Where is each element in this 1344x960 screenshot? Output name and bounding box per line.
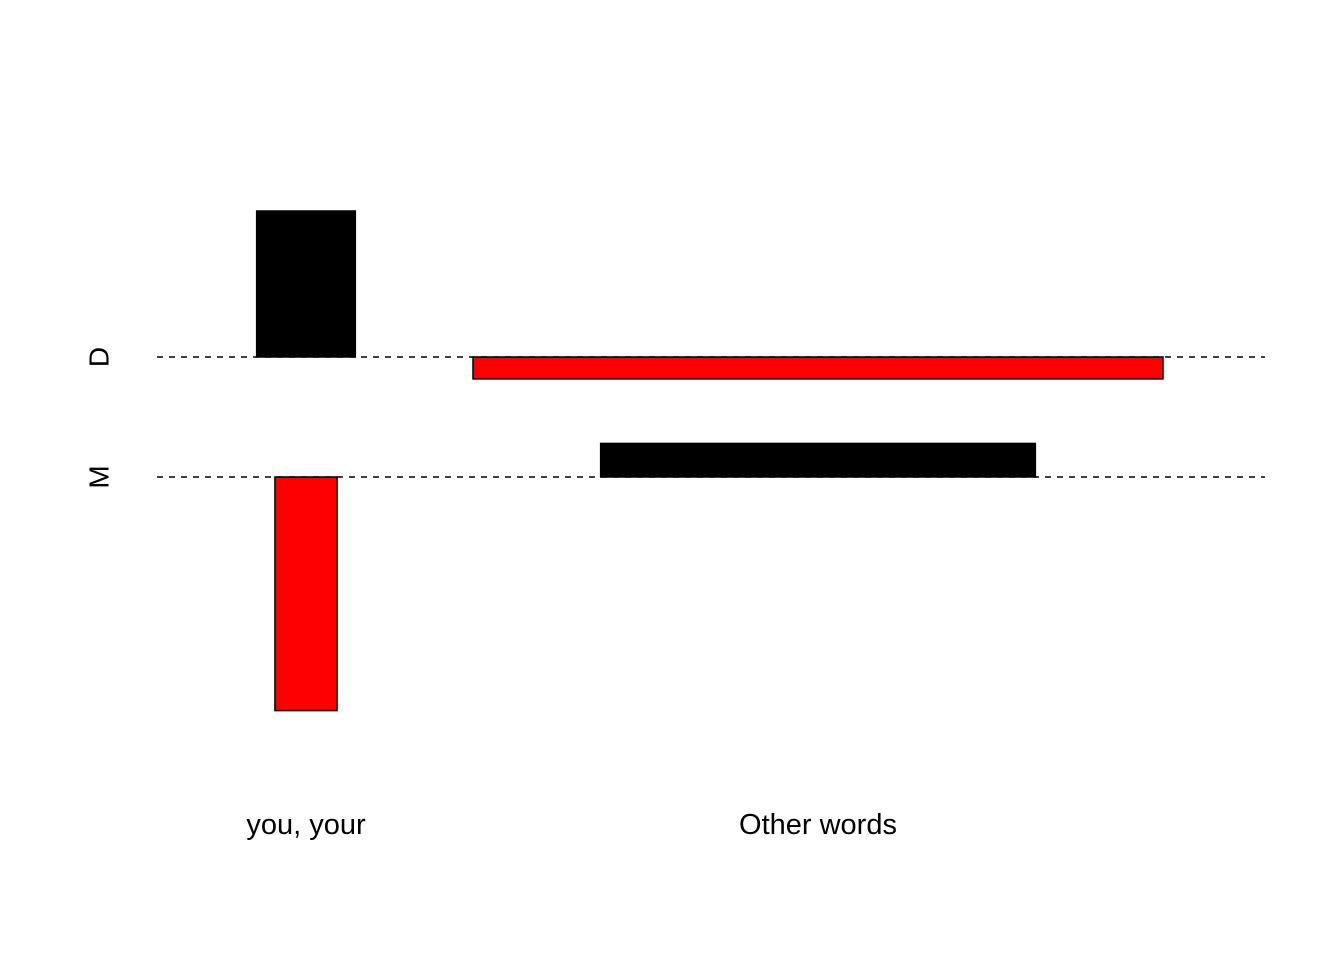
bars: [255, 210, 1164, 712]
category-label-you-your: you, your: [246, 809, 366, 841]
category-labels: you, your Other words: [246, 809, 897, 841]
category-label-other-words: Other words: [739, 809, 897, 841]
bar-m-you-your: [274, 476, 338, 712]
bar-d-you-your: [255, 210, 357, 358]
bar-d-other-words: [472, 356, 1164, 380]
row-label-d: D: [83, 347, 114, 367]
row-labels: DM: [83, 347, 114, 489]
row-label-m: M: [83, 465, 114, 488]
bar-m-other-words: [599, 442, 1037, 478]
